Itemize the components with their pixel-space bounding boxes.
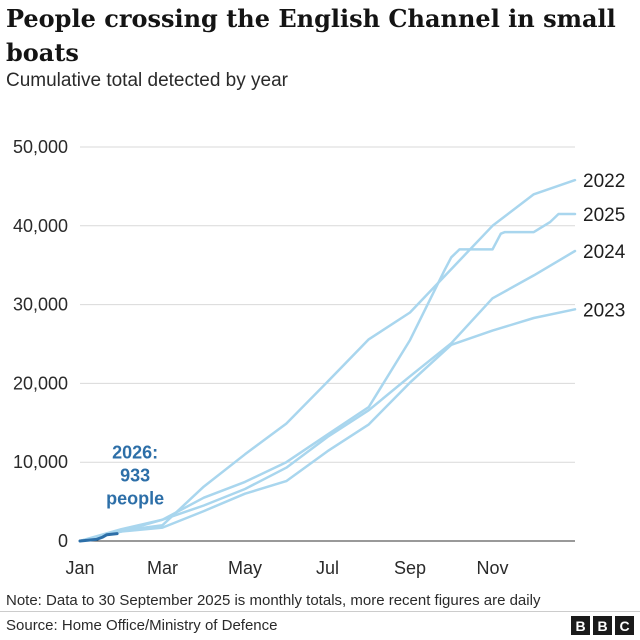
chart-source: Source: Home Office/Ministry of Defence xyxy=(6,617,278,634)
y-tick-label: 20,000 xyxy=(13,373,68,393)
series-line-2026 xyxy=(78,532,119,543)
logo-letter-b1: B xyxy=(571,616,590,635)
x-tick-label: May xyxy=(228,558,262,578)
series-line-2023 xyxy=(78,308,577,543)
series-line-2022 xyxy=(78,178,577,543)
series-line-2025 xyxy=(78,212,577,543)
bbc-logo: B B C xyxy=(571,616,634,635)
x-tick-label: Jan xyxy=(65,558,94,578)
x-tick-label: Sep xyxy=(394,558,426,578)
annotation-2026-line: people xyxy=(106,489,164,509)
series-label-2025: 2025 xyxy=(583,205,625,226)
annotation-2026-line: 2026: xyxy=(112,443,158,463)
x-tick-label: Jul xyxy=(316,558,339,578)
y-tick-label: 10,000 xyxy=(13,452,68,472)
y-tick-label: 50,000 xyxy=(13,137,68,157)
chart-title: People crossing the English Channel in s… xyxy=(6,4,616,67)
logo-letter-c: C xyxy=(615,616,634,635)
chart-subtitle: Cumulative total detected by year xyxy=(6,70,288,91)
chart-note: Note: Data to 30 September 2025 is month… xyxy=(6,592,541,609)
series-label-2022: 2022 xyxy=(583,171,625,192)
y-tick-label: 0 xyxy=(58,531,68,551)
y-tick-label: 40,000 xyxy=(13,216,68,236)
footer-divider xyxy=(0,611,640,612)
series-label-2024: 2024 xyxy=(583,242,626,263)
series-label-2023: 2023 xyxy=(583,300,625,321)
y-tick-label: 30,000 xyxy=(13,295,68,315)
line-chart: 0 10,000 20,000 30,000 40,000 50,000 Jan Mar May… xyxy=(13,137,626,578)
x-tick-label: Mar xyxy=(147,558,178,578)
x-tick-label: Nov xyxy=(476,558,508,578)
annotation-2026-line: 933 xyxy=(120,466,150,486)
logo-letter-b2: B xyxy=(593,616,612,635)
